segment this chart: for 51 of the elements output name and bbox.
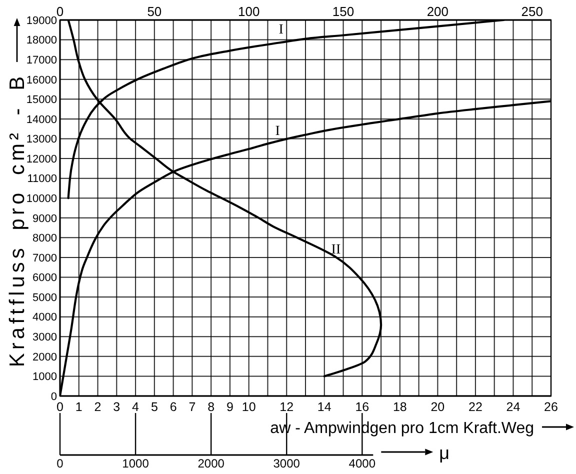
x-tick-label: 4000 bbox=[348, 456, 376, 471]
y-tick-label: 16000 bbox=[26, 74, 57, 86]
x-tick-label: 2 bbox=[94, 400, 102, 414]
x-tick-label: 9 bbox=[226, 400, 234, 414]
x-tick-label: 20 bbox=[430, 400, 445, 414]
y-tick-label: 10000 bbox=[26, 193, 57, 206]
x-tick-label: 3000 bbox=[273, 456, 300, 471]
x-tick-label: 22 bbox=[468, 400, 482, 414]
series-label: I bbox=[275, 124, 280, 139]
series-label: I bbox=[278, 22, 284, 38]
x2-tick-label: 250 bbox=[521, 4, 543, 19]
x2-tick-label: 200 bbox=[426, 4, 449, 19]
series-label: II bbox=[331, 242, 341, 258]
y-tick-label: 17000 bbox=[26, 54, 57, 66]
y-tick-label: 11000 bbox=[27, 173, 57, 186]
x2-tick-label: 100 bbox=[238, 4, 260, 19]
y-tick-label: 19000 bbox=[26, 14, 57, 27]
x-tick-label: 3 bbox=[113, 400, 120, 414]
x-tick-label: 24 bbox=[506, 400, 520, 414]
y-tick-label: 13000 bbox=[26, 134, 57, 146]
y-tick-label: 1000 bbox=[32, 371, 57, 384]
x-tick-label: 2000 bbox=[198, 456, 225, 471]
x-tick-label: 12 bbox=[280, 400, 294, 414]
x-tick-label: 1 bbox=[75, 400, 82, 414]
x2-tick-label: 150 bbox=[332, 4, 354, 19]
x-tick-label: 26 bbox=[544, 400, 558, 414]
y-tick-label: 6000 bbox=[32, 272, 57, 284]
y-tick-label: 12000 bbox=[26, 153, 57, 166]
x2-tick-label: 50 bbox=[147, 4, 162, 19]
x-tick-label: 14 bbox=[317, 400, 332, 414]
x-tick-label: 1000 bbox=[122, 456, 150, 471]
y-tick-label: 9000 bbox=[32, 212, 57, 225]
x-tick-label: 4 bbox=[132, 400, 140, 414]
x-tick-label: 6 bbox=[170, 400, 177, 414]
x-tick-label: 5 bbox=[150, 400, 158, 414]
y-tick-label: 18000 bbox=[26, 34, 57, 47]
x-tick-label: 16 bbox=[355, 400, 370, 414]
y-tick-label: 7000 bbox=[32, 252, 57, 264]
y-tick-label: 15000 bbox=[26, 94, 57, 106]
y-tick-label: 14000 bbox=[26, 114, 57, 126]
x-tick-label: 10 bbox=[242, 400, 256, 414]
x-tick-label: 18 bbox=[392, 400, 407, 414]
y-tick-label: 0 bbox=[50, 390, 57, 403]
y-tick-label: 5000 bbox=[32, 292, 57, 304]
y-tick-label: 8000 bbox=[32, 232, 57, 245]
y-tick-label: 3000 bbox=[32, 332, 57, 344]
x-tick-label: 7 bbox=[188, 400, 196, 414]
y-tick-label: 4000 bbox=[32, 312, 57, 324]
x-tick-label: 8 bbox=[208, 400, 215, 414]
x-axis-title: μ bbox=[439, 443, 450, 463]
y-tick-label: 2000 bbox=[32, 351, 57, 364]
